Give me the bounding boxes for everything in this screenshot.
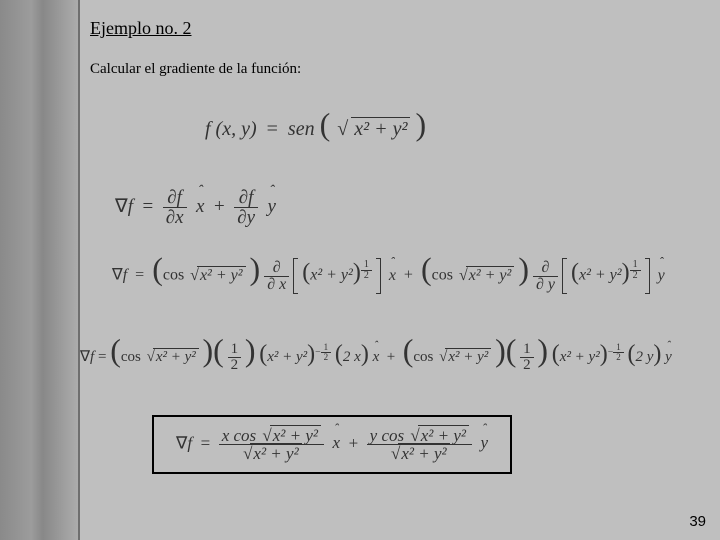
eq4-half-n-a: 1 xyxy=(228,342,242,358)
hat-x-4: x xyxy=(373,349,380,365)
eq1-lhs: f (x, y) xyxy=(205,118,257,140)
eq3-d1d: ∂ x xyxy=(264,277,289,293)
eq4-base-b: x² + y² xyxy=(560,349,600,365)
hat-x-box: x xyxy=(333,433,341,452)
equation-4: ∇f = (cos x² + y² )( 12 ) (x² + y²)−12 (… xyxy=(80,342,672,373)
eq2-d1: ∂x xyxy=(163,208,187,227)
slide-content: Ejemplo no. 2 Calcular el gradiente de l… xyxy=(90,0,710,540)
eq4-half-d-b: 2 xyxy=(520,358,534,373)
nabla-f-4: ∇f xyxy=(80,349,94,365)
eq3-sqrt-b: x² + y² xyxy=(466,266,515,284)
left-rail xyxy=(0,0,80,540)
nabla-f-3: ∇f xyxy=(112,267,127,284)
eq4-fac1: 2 x xyxy=(343,349,361,365)
equation-final-box: ∇f = x cos x² + y² x² + y² x + y cos x² … xyxy=(152,415,512,474)
hat-y-1: y xyxy=(268,196,276,217)
eq4-base-a: x² + y² xyxy=(267,349,307,365)
eq4-fac2: 2 y xyxy=(635,349,653,365)
hat-x-3: x xyxy=(389,267,396,284)
cos-2: cos xyxy=(432,267,453,284)
eq3-sqrt-a: x² + y² xyxy=(197,266,246,284)
slide-title: Ejemplo no. 2 xyxy=(90,18,710,39)
equation-2: ∇f = ∂f ∂x x + ∂f ∂y y xyxy=(115,188,276,227)
nabla-f: ∇f xyxy=(115,196,133,217)
paren-left: ( xyxy=(320,106,331,142)
paren-right: ) xyxy=(415,106,426,142)
eq3-d2d: ∂ y xyxy=(533,277,558,293)
cos-3: cos xyxy=(121,349,141,365)
eq4-half-n-b: 1 xyxy=(520,342,534,358)
slide-subtitle: Calcular el gradiente de la función: xyxy=(90,61,710,78)
eq3-d1n: ∂ xyxy=(264,260,289,277)
equation-3: ∇f = (cos x² + y² ) ∂ ∂ x (x² + y²)12 x … xyxy=(112,258,665,294)
equation-1: f (x, y) = sen ( x² + y² ) xyxy=(205,118,426,141)
eq4-half-d-a: 2 xyxy=(228,358,242,373)
hat-y-3: y xyxy=(658,267,665,284)
sqrt-1-arg: x² + y² xyxy=(351,117,410,140)
eq4-sqrt-b: x² + y² xyxy=(445,348,491,365)
hat-y-box: y xyxy=(481,433,489,452)
nabla-f-5: ∇f xyxy=(176,433,192,452)
eq4-sqrt-a: x² + y² xyxy=(153,348,199,365)
hat-y-4: y xyxy=(665,349,672,365)
eq2-n2: ∂f xyxy=(234,188,258,208)
eq2-d2: ∂y xyxy=(234,208,258,227)
sqrt-1: x² + y² xyxy=(335,118,410,141)
eq3-base-b: x² + y² xyxy=(579,267,622,284)
cos-1: cos xyxy=(163,267,184,284)
box-sqrt-2n: x² + y² xyxy=(418,425,469,445)
cos-4: cos xyxy=(413,349,433,365)
eq3-d2n: ∂ xyxy=(533,260,558,277)
box-sqrt-2d: x² + y² xyxy=(398,443,449,463)
eq3-base-a: x² + y² xyxy=(310,267,353,284)
box-sqrt-1n: x² + y² xyxy=(270,425,321,445)
box-sqrt-1d: x² + y² xyxy=(250,443,301,463)
hat-x-1: x xyxy=(196,196,204,217)
answer-box: ∇f = x cos x² + y² x² + y² x + y cos x² … xyxy=(152,415,512,474)
eq2-n1: ∂f xyxy=(163,188,187,208)
sen-fn: sen xyxy=(288,118,315,140)
page-number: 39 xyxy=(689,513,706,530)
